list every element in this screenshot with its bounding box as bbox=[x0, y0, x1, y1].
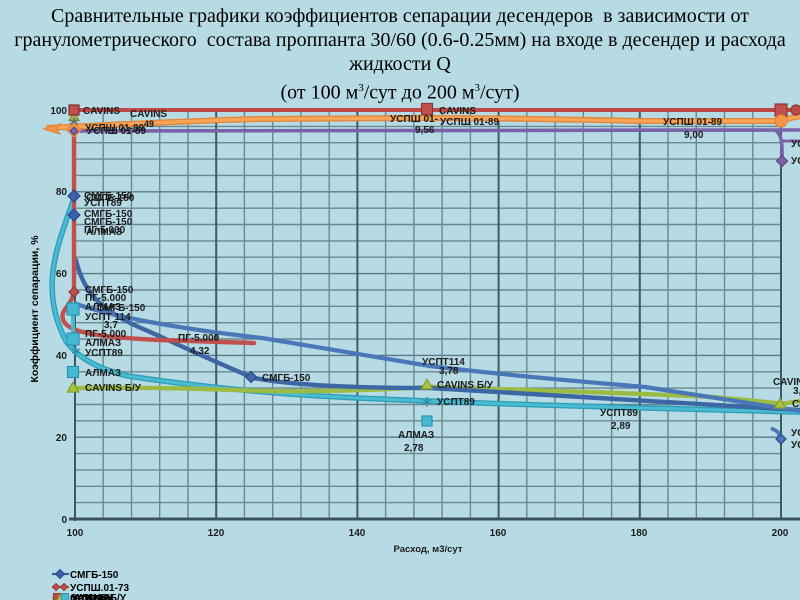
svg-text:УСПШ.01-73: УСПШ.01-73 bbox=[70, 583, 129, 594]
svg-text:ПГ-5.000: ПГ-5.000 bbox=[84, 225, 126, 236]
svg-text:СМГБ-150: СМГБ-150 bbox=[792, 399, 800, 410]
svg-text:СМГБ-150: СМГБ-150 bbox=[70, 570, 119, 581]
svg-text:3,35: 3,35 bbox=[793, 386, 800, 397]
svg-text:2,78: 2,78 bbox=[404, 443, 424, 454]
svg-text:СМГБ-150: СМГБ-150 bbox=[84, 217, 133, 228]
svg-text:100: 100 bbox=[50, 106, 67, 117]
svg-text:АЛМАЗ: АЛМАЗ bbox=[86, 227, 122, 238]
svg-text:CAVINS Б/: CAVINS Б/ bbox=[773, 377, 800, 388]
svg-text:160: 160 bbox=[490, 528, 507, 539]
svg-text:УСПТ 114: УСПТ 114 bbox=[85, 312, 131, 323]
svg-text:9,56: 9,56 bbox=[415, 125, 435, 136]
svg-text:80: 80 bbox=[56, 187, 68, 198]
svg-text:ПГ-5.000: ПГ-5.000 bbox=[85, 329, 127, 340]
svg-text:УСПТ114: УСПТ114 bbox=[422, 357, 465, 368]
svg-text:49: 49 bbox=[144, 119, 154, 129]
svg-text:3,78: 3,78 bbox=[439, 366, 459, 377]
svg-text:СМГБ-150: СМГБ-150 bbox=[262, 373, 311, 384]
svg-text:УСПТ89: УСПТ89 bbox=[437, 397, 475, 408]
svg-text:АЛМАЗ: АЛМАЗ bbox=[85, 302, 121, 313]
svg-text:УСПШ 01-89: УСПШ 01-89 bbox=[663, 117, 722, 128]
svg-text:АЛМАЗ: АЛМАЗ bbox=[74, 593, 110, 600]
svg-text:УСПТ: УСПТ bbox=[791, 428, 800, 439]
svg-text:100: 100 bbox=[67, 528, 84, 539]
svg-text:УСПТ89: УСПТ89 bbox=[72, 594, 110, 600]
svg-text:CAVINS Б/У: CAVINS Б/У bbox=[70, 593, 127, 600]
svg-text:УСПШ: УСПШ bbox=[791, 156, 800, 167]
svg-text:CAVINS: CAVINS bbox=[439, 106, 476, 117]
svg-text:CAVINS Б/У: CAVINS Б/У bbox=[437, 380, 494, 391]
svg-text:0: 0 bbox=[61, 515, 67, 526]
svg-text:СМГБ-150: СМГБ-150 bbox=[85, 285, 134, 296]
svg-text:Расход, м3/сут: Расход, м3/сут bbox=[394, 544, 463, 555]
svg-text:ПГ-5.000: ПГ-5.000 bbox=[85, 293, 127, 304]
svg-text:АЛМАЗ: АЛМАЗ bbox=[85, 338, 121, 349]
svg-text:4,32: 4,32 bbox=[190, 346, 210, 357]
svg-text:ПГ-5.000: ПГ-5.000 bbox=[70, 595, 112, 600]
svg-text:УСПТ: УСПТ bbox=[791, 440, 800, 451]
svg-text:180: 180 bbox=[631, 528, 648, 539]
svg-text:СМГБ-150: СМГБ-150 bbox=[84, 191, 133, 202]
svg-text:CAVINS: CAVINS bbox=[130, 109, 167, 120]
svg-text:УСПТ89: УСПТ89 bbox=[84, 198, 122, 209]
svg-text:Коэффициент сепарации, %: Коэффициент сепарации, % bbox=[29, 235, 41, 383]
svg-text:СМГБ-150: СМГБ-150 bbox=[86, 193, 135, 204]
svg-text:УСПШ 01-89: УСПШ 01-89 bbox=[87, 126, 146, 137]
svg-text:CAVINS: CAVINS bbox=[83, 106, 120, 117]
svg-text:140: 140 bbox=[349, 528, 366, 539]
svg-text:3,7: 3,7 bbox=[104, 320, 118, 331]
svg-text:СМГБ-150: СМГБ-150 bbox=[84, 209, 133, 220]
svg-text:120: 120 bbox=[208, 528, 225, 539]
svg-text:АЛМАЗ: АЛМАЗ bbox=[398, 430, 434, 441]
svg-text:СМГБ-150: СМГБ-150 bbox=[97, 303, 146, 314]
svg-text:УСПТ89: УСПТ89 bbox=[600, 408, 638, 419]
svg-text:УСПШ 01-89: УСПШ 01-89 bbox=[85, 123, 144, 134]
svg-text:CAVINS Б/У: CAVINS Б/У bbox=[85, 383, 142, 394]
svg-text:АЛМАЗ: АЛМАЗ bbox=[85, 368, 121, 379]
svg-text:200: 200 bbox=[772, 528, 789, 539]
svg-text:УСПТ114: УСПТ114 bbox=[71, 594, 114, 600]
svg-text:УСПТ89: УСПТ89 bbox=[85, 348, 123, 359]
svg-text:2,89: 2,89 bbox=[611, 421, 631, 432]
svg-text:20: 20 bbox=[56, 433, 68, 444]
svg-text:60: 60 bbox=[56, 269, 68, 280]
svg-text:УСПШ 01-89: УСПШ 01-89 bbox=[440, 117, 499, 128]
svg-text:УСПШ 01-: УСПШ 01- bbox=[390, 114, 438, 125]
svg-text:9,00: 9,00 bbox=[684, 130, 704, 141]
svg-text:УСПШ: УСПШ bbox=[791, 139, 800, 150]
svg-text:ПГ-5.000: ПГ-5.000 bbox=[178, 333, 220, 344]
svg-text:40: 40 bbox=[56, 351, 68, 362]
